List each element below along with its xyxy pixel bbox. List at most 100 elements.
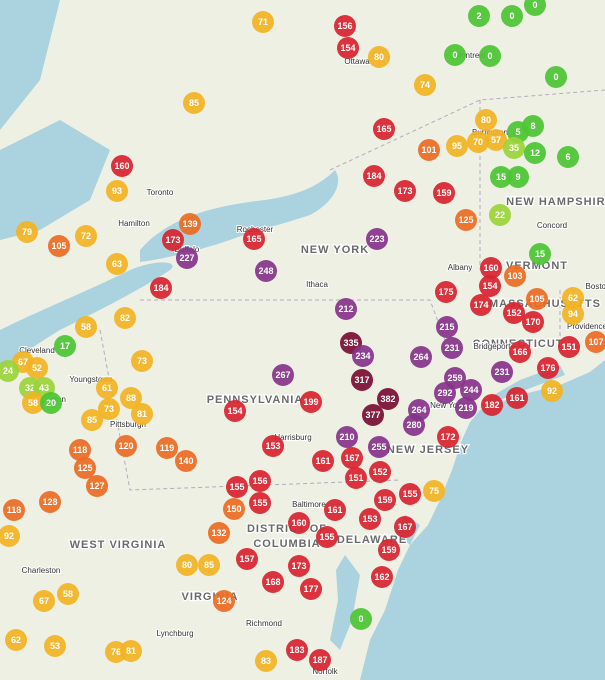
aqi-marker[interactable]: 101: [418, 139, 440, 161]
aqi-dot[interactable]: [81, 409, 103, 431]
aqi-marker[interactable]: 155: [316, 526, 338, 548]
aqi-dot[interactable]: [33, 590, 55, 612]
aqi-dot[interactable]: [312, 450, 334, 472]
aqi-dot[interactable]: [179, 213, 201, 235]
aqi-marker[interactable]: 58: [22, 392, 44, 414]
aqi-marker[interactable]: 79: [16, 221, 38, 243]
aqi-dot[interactable]: [150, 277, 172, 299]
aqi-marker[interactable]: 160: [111, 155, 133, 177]
aqi-dot[interactable]: [418, 139, 440, 161]
aqi-dot[interactable]: [286, 639, 308, 661]
aqi-dot[interactable]: [480, 257, 502, 279]
aqi-dot[interactable]: [373, 118, 395, 140]
aqi-marker[interactable]: 0: [479, 45, 501, 67]
aqi-marker[interactable]: 6: [557, 146, 579, 168]
aqi-marker[interactable]: 103: [504, 265, 526, 287]
aqi-dot[interactable]: [470, 294, 492, 316]
aqi-marker[interactable]: 155: [249, 492, 271, 514]
aqi-dot[interactable]: [378, 539, 400, 561]
aqi-marker[interactable]: 120: [115, 435, 137, 457]
aqi-dot[interactable]: [300, 578, 322, 600]
aqi-marker[interactable]: 152: [369, 461, 391, 483]
aqi-marker[interactable]: 168: [262, 571, 284, 593]
aqi-marker[interactable]: 152: [503, 302, 525, 324]
aqi-marker[interactable]: 0: [444, 44, 466, 66]
aqi-marker[interactable]: 231: [491, 361, 513, 383]
aqi-marker[interactable]: 184: [363, 165, 385, 187]
aqi-dot[interactable]: [208, 522, 230, 544]
aqi-dot[interactable]: [374, 489, 396, 511]
aqi-marker[interactable]: 92: [541, 380, 563, 402]
aqi-marker[interactable]: 377: [362, 404, 384, 426]
aqi-dot[interactable]: [479, 45, 501, 67]
aqi-marker[interactable]: 223: [366, 228, 388, 250]
aqi-dot[interactable]: [75, 225, 97, 247]
aqi-dot[interactable]: [562, 287, 584, 309]
aqi-marker[interactable]: 81: [131, 403, 153, 425]
aqi-marker[interactable]: 162: [371, 566, 393, 588]
aqi-marker[interactable]: 280: [403, 414, 425, 436]
aqi-marker[interactable]: 151: [558, 336, 580, 358]
aqi-marker[interactable]: 212: [335, 298, 357, 320]
aqi-dot[interactable]: [236, 548, 258, 570]
aqi-marker[interactable]: 85: [183, 92, 205, 114]
aqi-dot[interactable]: [224, 400, 246, 422]
aqi-marker[interactable]: 170: [522, 311, 544, 333]
aqi-marker[interactable]: 156: [334, 15, 356, 37]
aqi-marker[interactable]: 85: [198, 554, 220, 576]
aqi-dot[interactable]: [541, 380, 563, 402]
aqi-dot[interactable]: [460, 379, 482, 401]
aqi-dot[interactable]: [557, 146, 579, 168]
aqi-dot[interactable]: [120, 640, 142, 662]
aqi-marker[interactable]: 159: [378, 539, 400, 561]
aqi-dot[interactable]: [437, 426, 459, 448]
aqi-marker[interactable]: 155: [399, 483, 421, 505]
aqi-marker[interactable]: 53: [44, 635, 66, 657]
aqi-dot[interactable]: [48, 235, 70, 257]
aqi-dot[interactable]: [106, 180, 128, 202]
aqi-marker[interactable]: 2: [468, 5, 490, 27]
aqi-dot[interactable]: [345, 467, 367, 489]
aqi-marker[interactable]: 105: [526, 288, 548, 310]
aqi-marker[interactable]: 173: [162, 229, 184, 251]
aqi-marker[interactable]: 160: [480, 257, 502, 279]
aqi-marker[interactable]: 150: [223, 498, 245, 520]
aqi-dot[interactable]: [176, 247, 198, 269]
aqi-marker[interactable]: 75: [423, 480, 445, 502]
aqi-marker[interactable]: 24: [0, 360, 19, 382]
aqi-marker[interactable]: 0: [501, 5, 523, 27]
aqi-dot[interactable]: [106, 253, 128, 275]
aqi-dot[interactable]: [489, 204, 511, 226]
aqi-dot[interactable]: [433, 182, 455, 204]
aqi-dot[interactable]: [272, 364, 294, 386]
aqi-dot[interactable]: [479, 275, 501, 297]
aqi-dot[interactable]: [446, 135, 468, 157]
aqi-marker[interactable]: 118: [69, 439, 91, 461]
aqi-dot[interactable]: [262, 435, 284, 457]
aqi-marker[interactable]: 67: [33, 590, 55, 612]
aqi-dot[interactable]: [352, 345, 374, 367]
aqi-dot[interactable]: [255, 260, 277, 282]
aqi-marker[interactable]: 172: [437, 426, 459, 448]
aqi-dot[interactable]: [156, 437, 178, 459]
aqi-marker[interactable]: 0: [524, 0, 546, 16]
aqi-marker[interactable]: 176: [537, 357, 559, 379]
aqi-dot[interactable]: [558, 336, 580, 358]
aqi-marker[interactable]: 82: [114, 307, 136, 329]
aqi-dot[interactable]: [96, 377, 118, 399]
aqi-dot[interactable]: [436, 316, 458, 338]
aqi-marker[interactable]: 93: [106, 180, 128, 202]
aqi-dot[interactable]: [369, 461, 391, 483]
aqi-marker[interactable]: 119: [156, 437, 178, 459]
aqi-marker[interactable]: 183: [286, 639, 308, 661]
aqi-dot[interactable]: [403, 414, 425, 436]
aqi-marker[interactable]: 215: [436, 316, 458, 338]
aqi-dot[interactable]: [75, 316, 97, 338]
aqi-dot[interactable]: [262, 571, 284, 593]
aqi-marker[interactable]: 58: [57, 583, 79, 605]
aqi-dot[interactable]: [399, 483, 421, 505]
aqi-marker[interactable]: 70: [467, 131, 489, 153]
aqi-dot[interactable]: [394, 516, 416, 538]
aqi-dot[interactable]: [394, 180, 416, 202]
aqi-marker[interactable]: 173: [288, 555, 310, 577]
